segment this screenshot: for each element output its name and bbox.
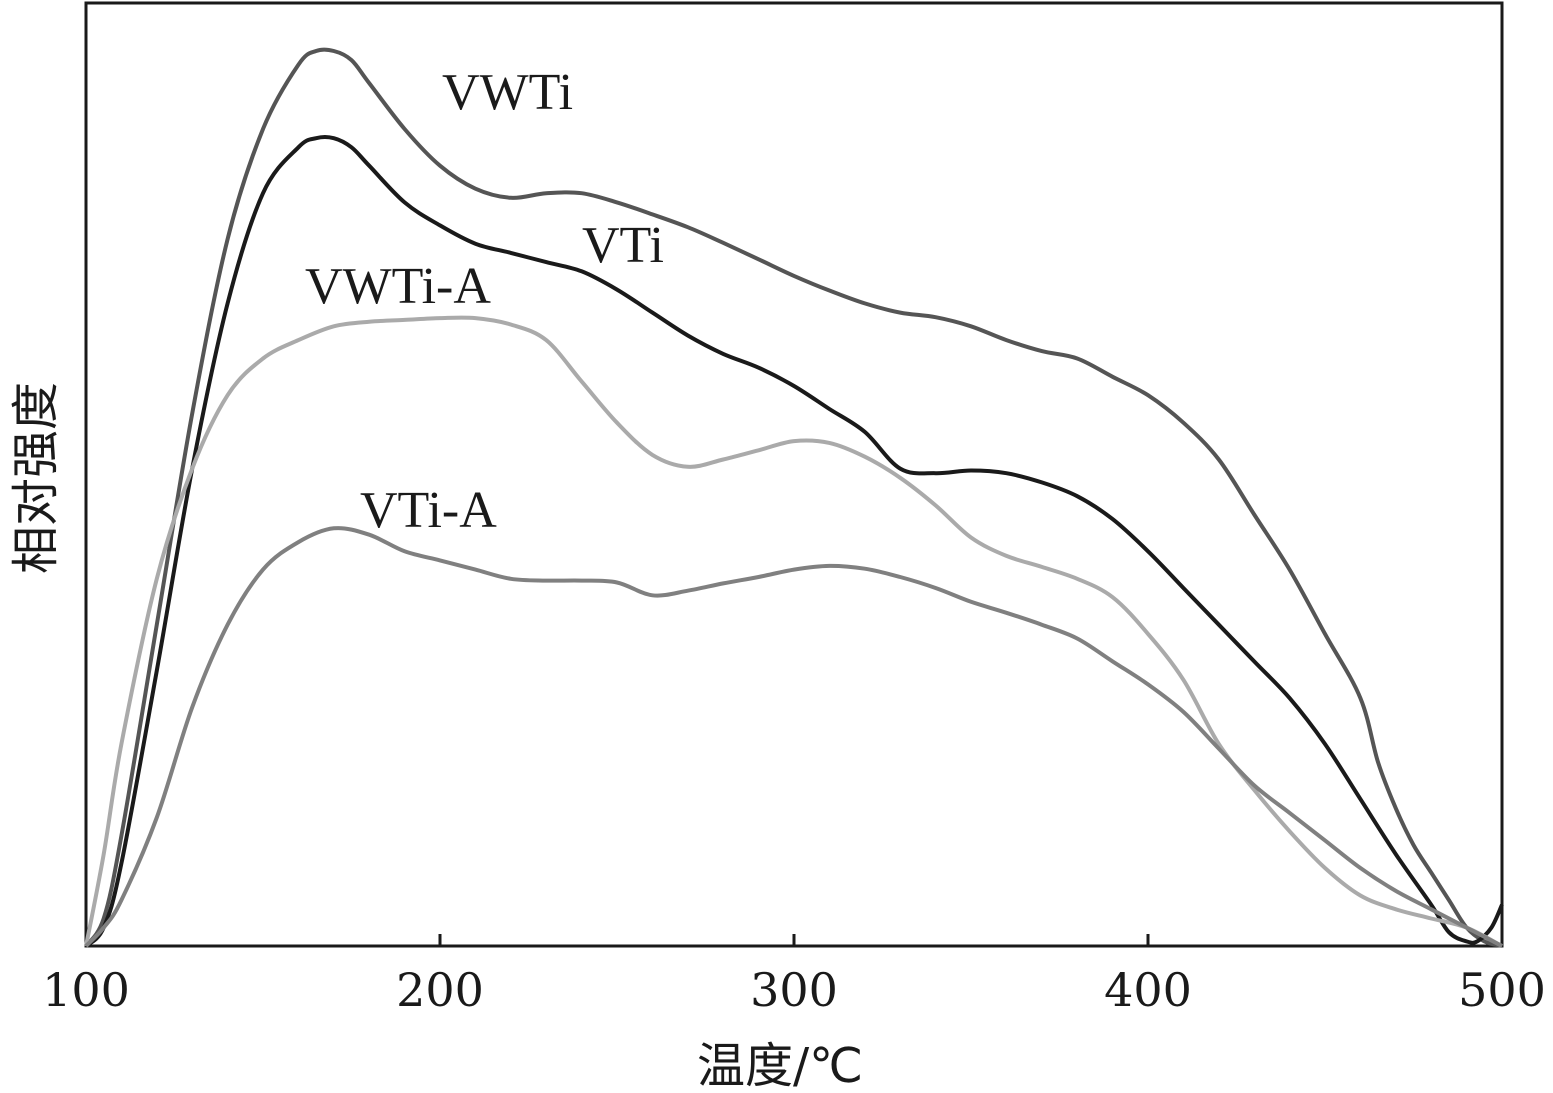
series-line-vwti: [84, 47, 1503, 948]
x-tick-label: 100: [42, 963, 130, 1017]
x-tick-label: 400: [1104, 963, 1192, 1017]
plot-frame: [84, 1, 1504, 948]
series-label-vwti-a: VWTi-A: [305, 258, 491, 315]
x-tick-label: 200: [396, 963, 484, 1017]
series-label-vti-a: VTi-A: [360, 482, 497, 539]
x-axis-ticks: 100 200 300 400 500: [42, 934, 1546, 1017]
series-line-vwti-a: [84, 315, 1503, 948]
series-line-vti: [84, 135, 1504, 948]
y-axis-title: 相对强度: [8, 382, 64, 574]
series-line-vti-a: [84, 526, 1503, 948]
x-axis-title: 温度/℃: [697, 1038, 863, 1093]
x-tick-label: 500: [1458, 963, 1546, 1017]
x-tick-label: 300: [750, 963, 838, 1017]
series-lines: [84, 47, 1504, 948]
series-label-vwti: VWTi: [442, 64, 573, 121]
series-label-vti: VTi: [582, 217, 664, 274]
